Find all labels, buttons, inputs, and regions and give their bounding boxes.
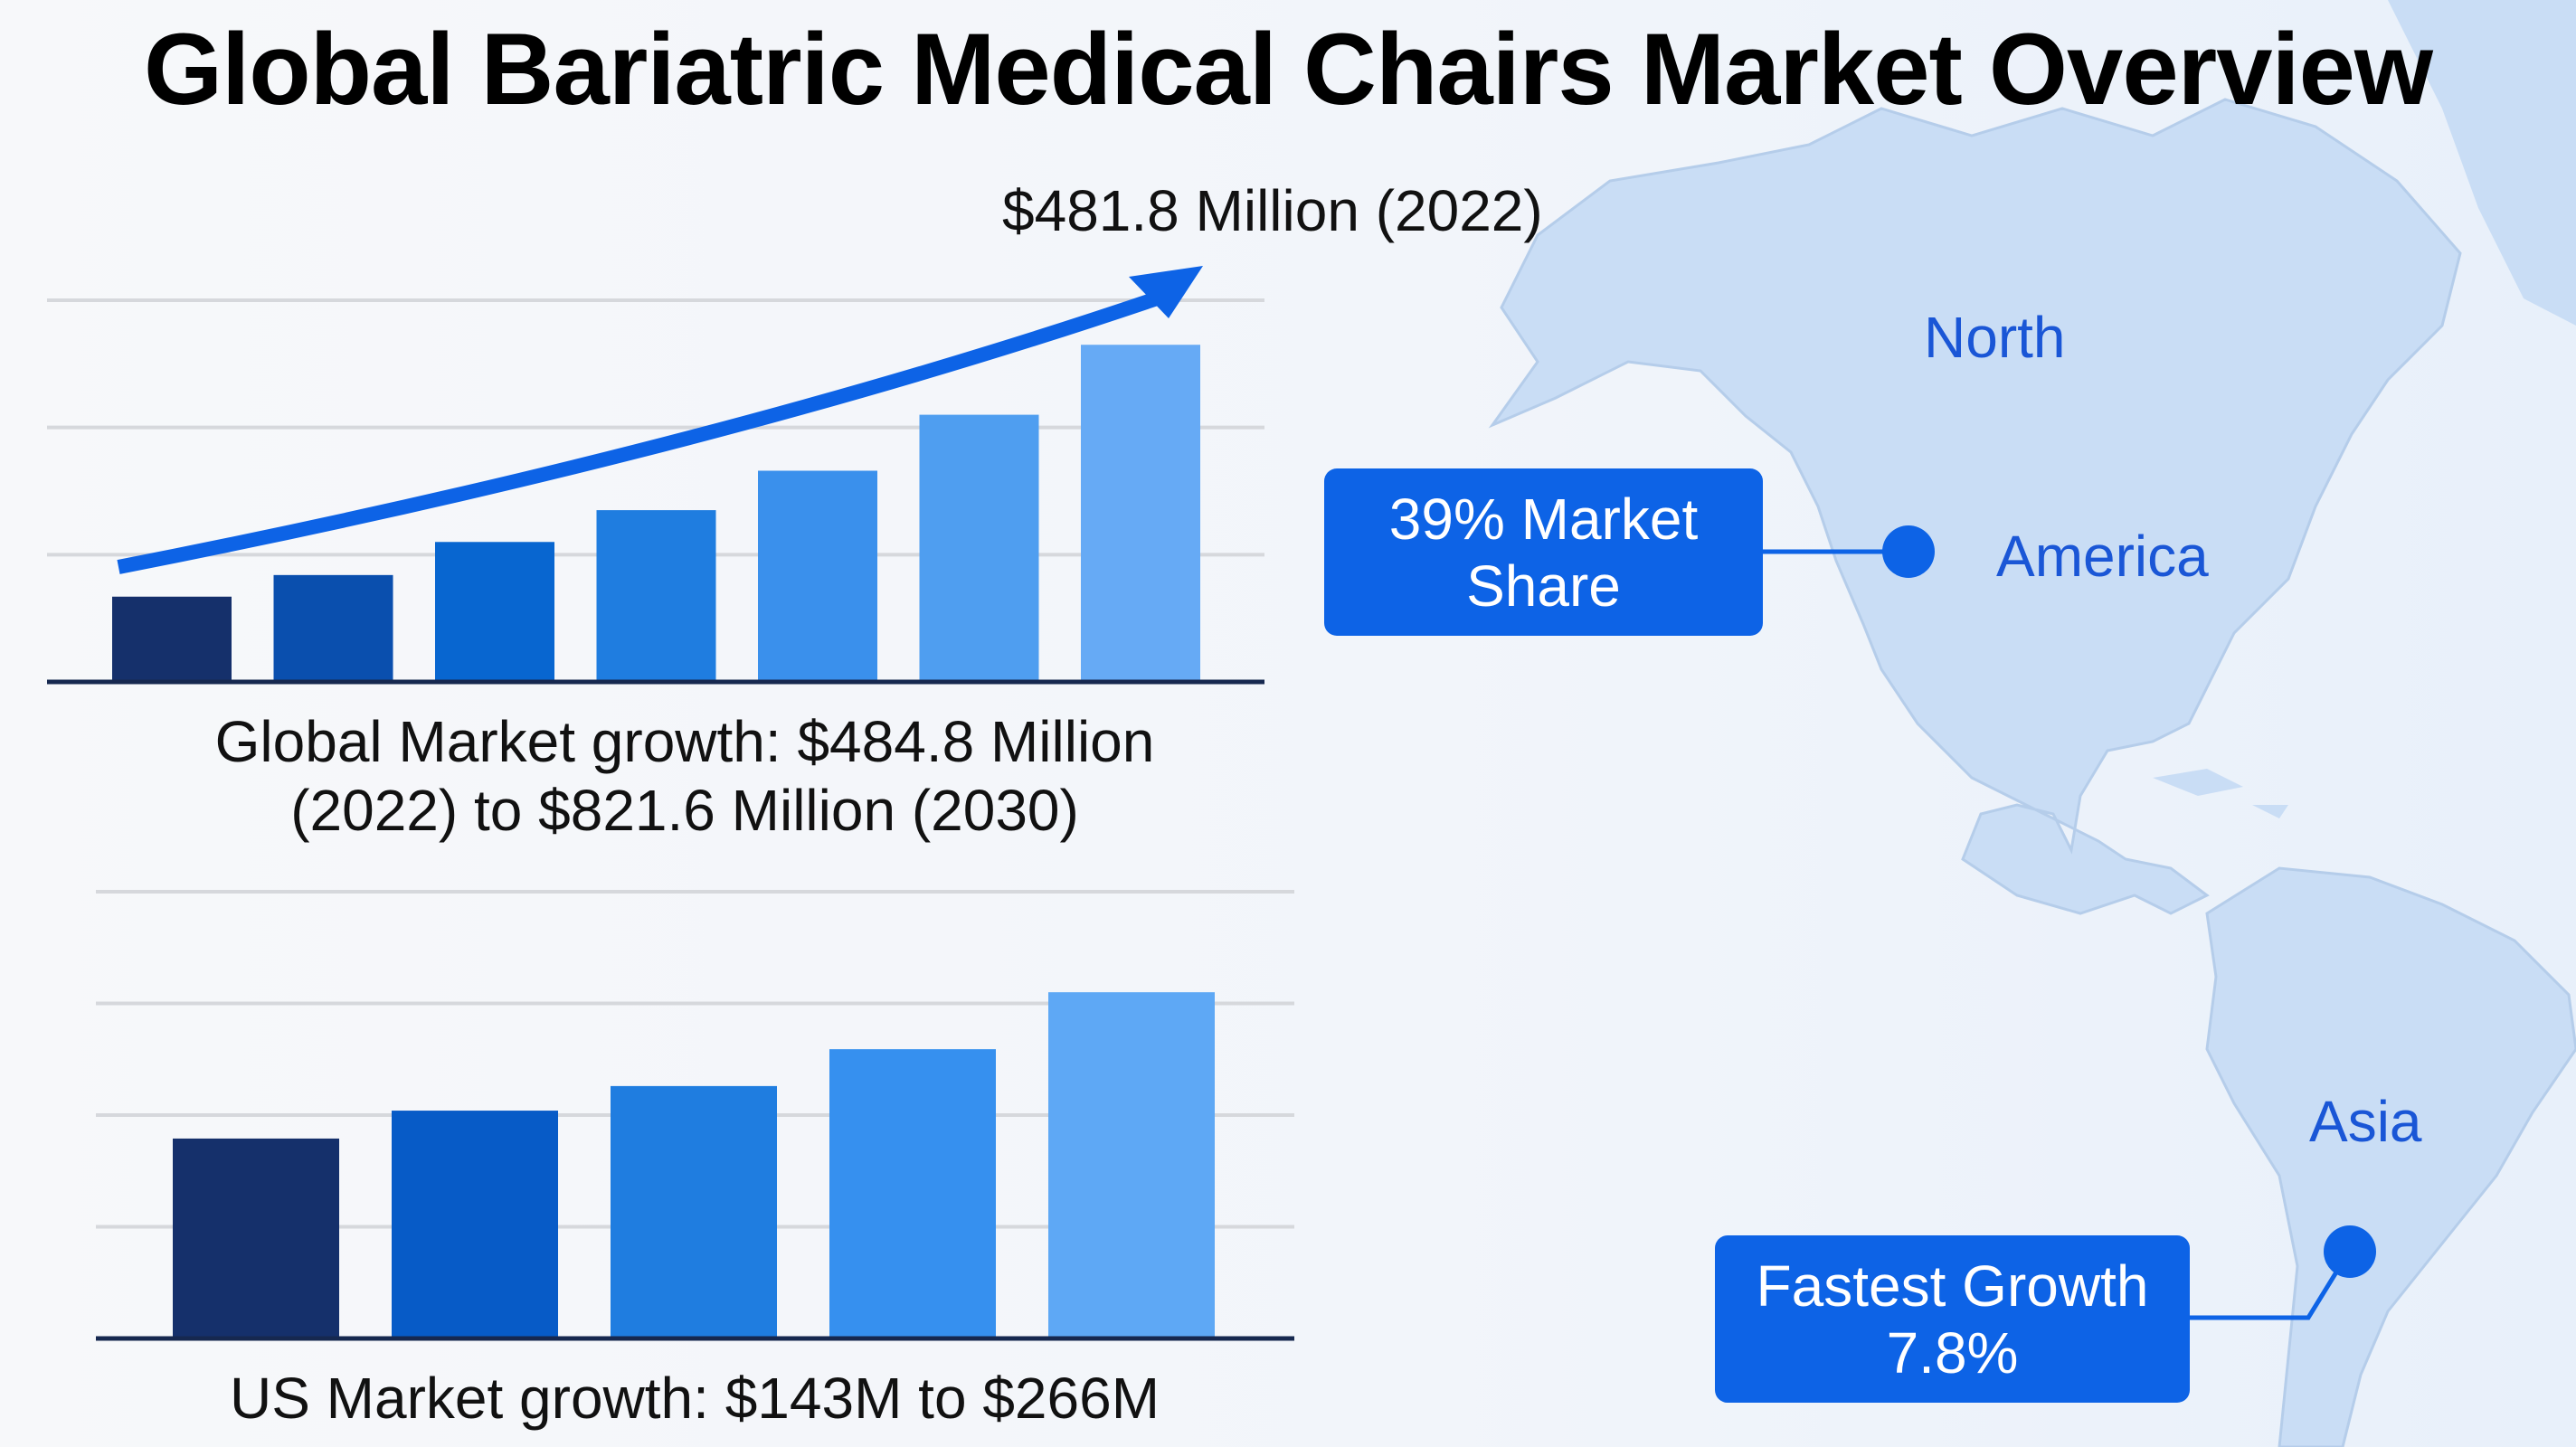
global-bar-1 (112, 596, 232, 682)
market-share-line-2: Share (1466, 553, 1621, 619)
global-bar-6 (919, 414, 1039, 682)
fastest-growth-line-2: 7.8% (1886, 1319, 2019, 1386)
global-chart-annotation: $481.8 Million (2022) (1002, 178, 1543, 243)
south-america-landmass (2205, 866, 2576, 1447)
map-label-asia: Asia (2309, 1089, 2422, 1154)
global-bar-3 (435, 542, 554, 682)
global-bar-2 (273, 574, 393, 682)
global-bar-4 (596, 510, 716, 682)
global-chart-caption: Global Market growth: $484.8 Million (20… (142, 707, 1227, 845)
greenland-landmass (2388, 0, 2576, 326)
us-bar-2 (392, 1111, 558, 1338)
market-share-line-1: 39% Market (1388, 486, 1699, 552)
asia-marker (2324, 1225, 2376, 1278)
growth-arrow-head (1129, 266, 1203, 318)
global-bar-5 (758, 470, 877, 682)
asia-connector (2190, 1250, 2352, 1320)
us-bar-4 (829, 1049, 996, 1338)
global-bar-7 (1081, 345, 1200, 682)
us-bar-5 (1048, 992, 1215, 1338)
us-chart-caption: US Market growth: $143M to $266M (229, 1366, 1160, 1431)
us-bar-3 (611, 1085, 777, 1338)
map-label-america: America (1996, 524, 2209, 589)
page-title: Global Bariatric Medical Chairs Market O… (143, 13, 2433, 126)
fastest-growth-line-1: Fastest Growth (1756, 1253, 2149, 1319)
us-bar-1 (173, 1138, 339, 1338)
north-america-marker (1882, 525, 1935, 578)
caribbean-islands (2153, 769, 2288, 818)
global-caption-line-1: Global Market growth: $484.8 Million (214, 709, 1155, 774)
market-share-callout: 39% Market Share (1324, 468, 1763, 636)
fastest-growth-callout: Fastest Growth 7.8% (1715, 1235, 2190, 1403)
north-america-landmass (1488, 98, 2462, 915)
growth-trend-arrow (117, 289, 1165, 574)
map-label-north: North (1924, 305, 2066, 370)
global-caption-line-2: (2022) to $821.6 Million (2030) (290, 778, 1079, 843)
